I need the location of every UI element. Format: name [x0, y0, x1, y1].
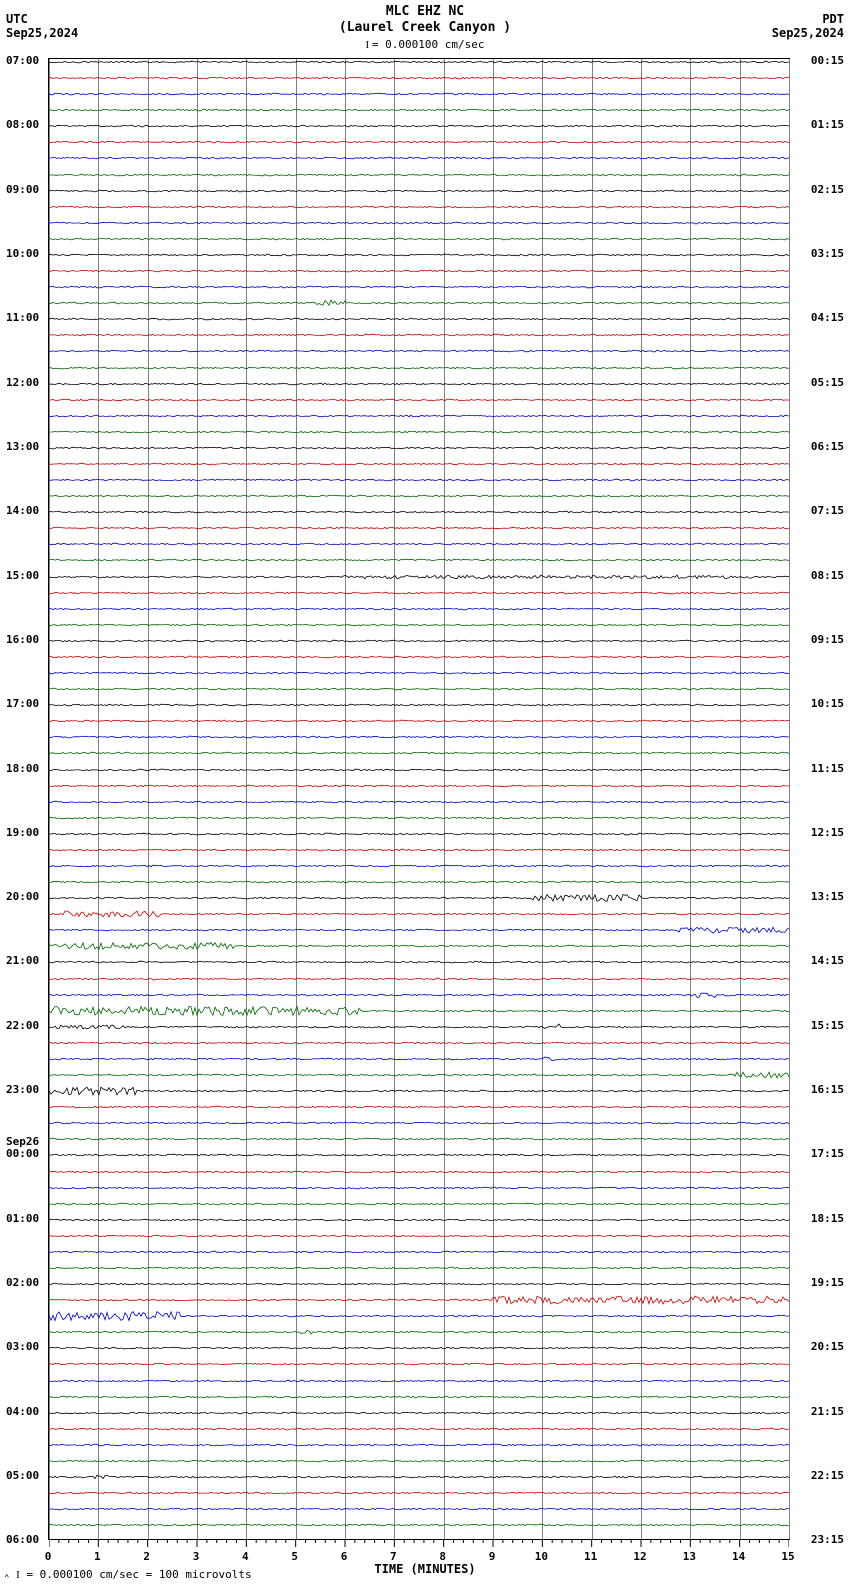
station-location: (Laurel Creek Canyon ) — [0, 20, 850, 35]
seismic-trace — [49, 1515, 789, 1535]
pdt-time-label: 21:15 — [811, 1405, 844, 1418]
pdt-time-label: 16:15 — [811, 1083, 844, 1096]
pdt-time-label: 02:15 — [811, 183, 844, 196]
pdt-time-label: 19:15 — [811, 1276, 844, 1289]
x-tick-label: 1 — [94, 1550, 101, 1563]
x-tick-label: 2 — [143, 1550, 150, 1563]
date-right: Sep25,2024 — [772, 26, 844, 40]
x-tick-label: 7 — [390, 1550, 397, 1563]
pdt-time-label: 17:15 — [811, 1147, 844, 1160]
utc-time-label: 08:00 — [6, 118, 39, 131]
x-tick-label: 4 — [242, 1550, 249, 1563]
utc-time-label: 11:00 — [6, 311, 39, 324]
pdt-time-label: 06:15 — [811, 440, 844, 453]
x-tick-label: 10 — [535, 1550, 548, 1563]
x-tick-label: 12 — [633, 1550, 646, 1563]
utc-time-label: 13:00 — [6, 440, 39, 453]
utc-time-label: 15:00 — [6, 569, 39, 582]
utc-time-label: 06:00 — [6, 1533, 39, 1546]
timezone-right: PDT — [822, 12, 844, 26]
utc-time-label: 05:00 — [6, 1469, 39, 1482]
pdt-time-label: 10:15 — [811, 697, 844, 710]
pdt-time-label: 00:15 — [811, 54, 844, 67]
date-left: Sep25,2024 — [6, 26, 78, 40]
pdt-time-label: 08:15 — [811, 569, 844, 582]
utc-time-label: 00:00 — [6, 1147, 39, 1160]
pdt-time-label: 05:15 — [811, 376, 844, 389]
utc-time-label: 02:00 — [6, 1276, 39, 1289]
x-tick-label: 9 — [489, 1550, 496, 1563]
pdt-time-label: 12:15 — [811, 826, 844, 839]
x-tick-label: 14 — [732, 1550, 745, 1563]
seismogram-container: MLC EHZ NC (Laurel Creek Canyon ) I = 0.… — [0, 0, 850, 1584]
plot-area — [48, 58, 790, 1540]
pdt-time-label: 07:15 — [811, 504, 844, 517]
pdt-time-label: 18:15 — [811, 1212, 844, 1225]
pdt-time-label: 23:15 — [811, 1533, 844, 1546]
timezone-left: UTC — [6, 12, 28, 26]
x-tick-label: 3 — [193, 1550, 200, 1563]
x-tick-label: 8 — [439, 1550, 446, 1563]
utc-time-label: 18:00 — [6, 762, 39, 775]
pdt-time-label: 11:15 — [811, 762, 844, 775]
pdt-time-label: 14:15 — [811, 954, 844, 967]
x-tick-label: 0 — [45, 1550, 52, 1563]
x-tick-label: 11 — [584, 1550, 597, 1563]
utc-time-label: 07:00 — [6, 54, 39, 67]
utc-time-label: 20:00 — [6, 890, 39, 903]
pdt-time-label: 09:15 — [811, 633, 844, 646]
pdt-time-label: 01:15 — [811, 118, 844, 131]
x-tick-label: 15 — [781, 1550, 794, 1563]
utc-time-label: 16:00 — [6, 633, 39, 646]
day-marker: Sep26 — [6, 1135, 39, 1148]
utc-time-label: 09:00 — [6, 183, 39, 196]
x-tick-label: 6 — [341, 1550, 348, 1563]
utc-time-label: 10:00 — [6, 247, 39, 260]
utc-time-label: 12:00 — [6, 376, 39, 389]
utc-time-label: 23:00 — [6, 1083, 39, 1096]
pdt-time-label: 22:15 — [811, 1469, 844, 1482]
utc-time-label: 01:00 — [6, 1212, 39, 1225]
pdt-time-label: 04:15 — [811, 311, 844, 324]
scale-indicator: I = 0.000100 cm/sec — [0, 38, 850, 51]
utc-time-label: 04:00 — [6, 1405, 39, 1418]
utc-time-label: 17:00 — [6, 697, 39, 710]
pdt-time-label: 03:15 — [811, 247, 844, 260]
x-tick-label: 5 — [291, 1550, 298, 1563]
pdt-time-label: 20:15 — [811, 1340, 844, 1353]
utc-time-label: 14:00 — [6, 504, 39, 517]
x-tick-label: 13 — [683, 1550, 696, 1563]
x-ticks — [49, 1539, 789, 1551]
utc-time-label: 22:00 — [6, 1019, 39, 1032]
utc-time-label: 19:00 — [6, 826, 39, 839]
station-code: MLC EHZ NC — [0, 4, 850, 19]
footer-scale: ⌃ I = 0.000100 cm/sec = 100 microvolts — [4, 1568, 252, 1584]
utc-time-label: 03:00 — [6, 1340, 39, 1353]
pdt-time-label: 15:15 — [811, 1019, 844, 1032]
utc-time-label: 21:00 — [6, 954, 39, 967]
grid-line — [789, 59, 790, 1539]
pdt-time-label: 13:15 — [811, 890, 844, 903]
